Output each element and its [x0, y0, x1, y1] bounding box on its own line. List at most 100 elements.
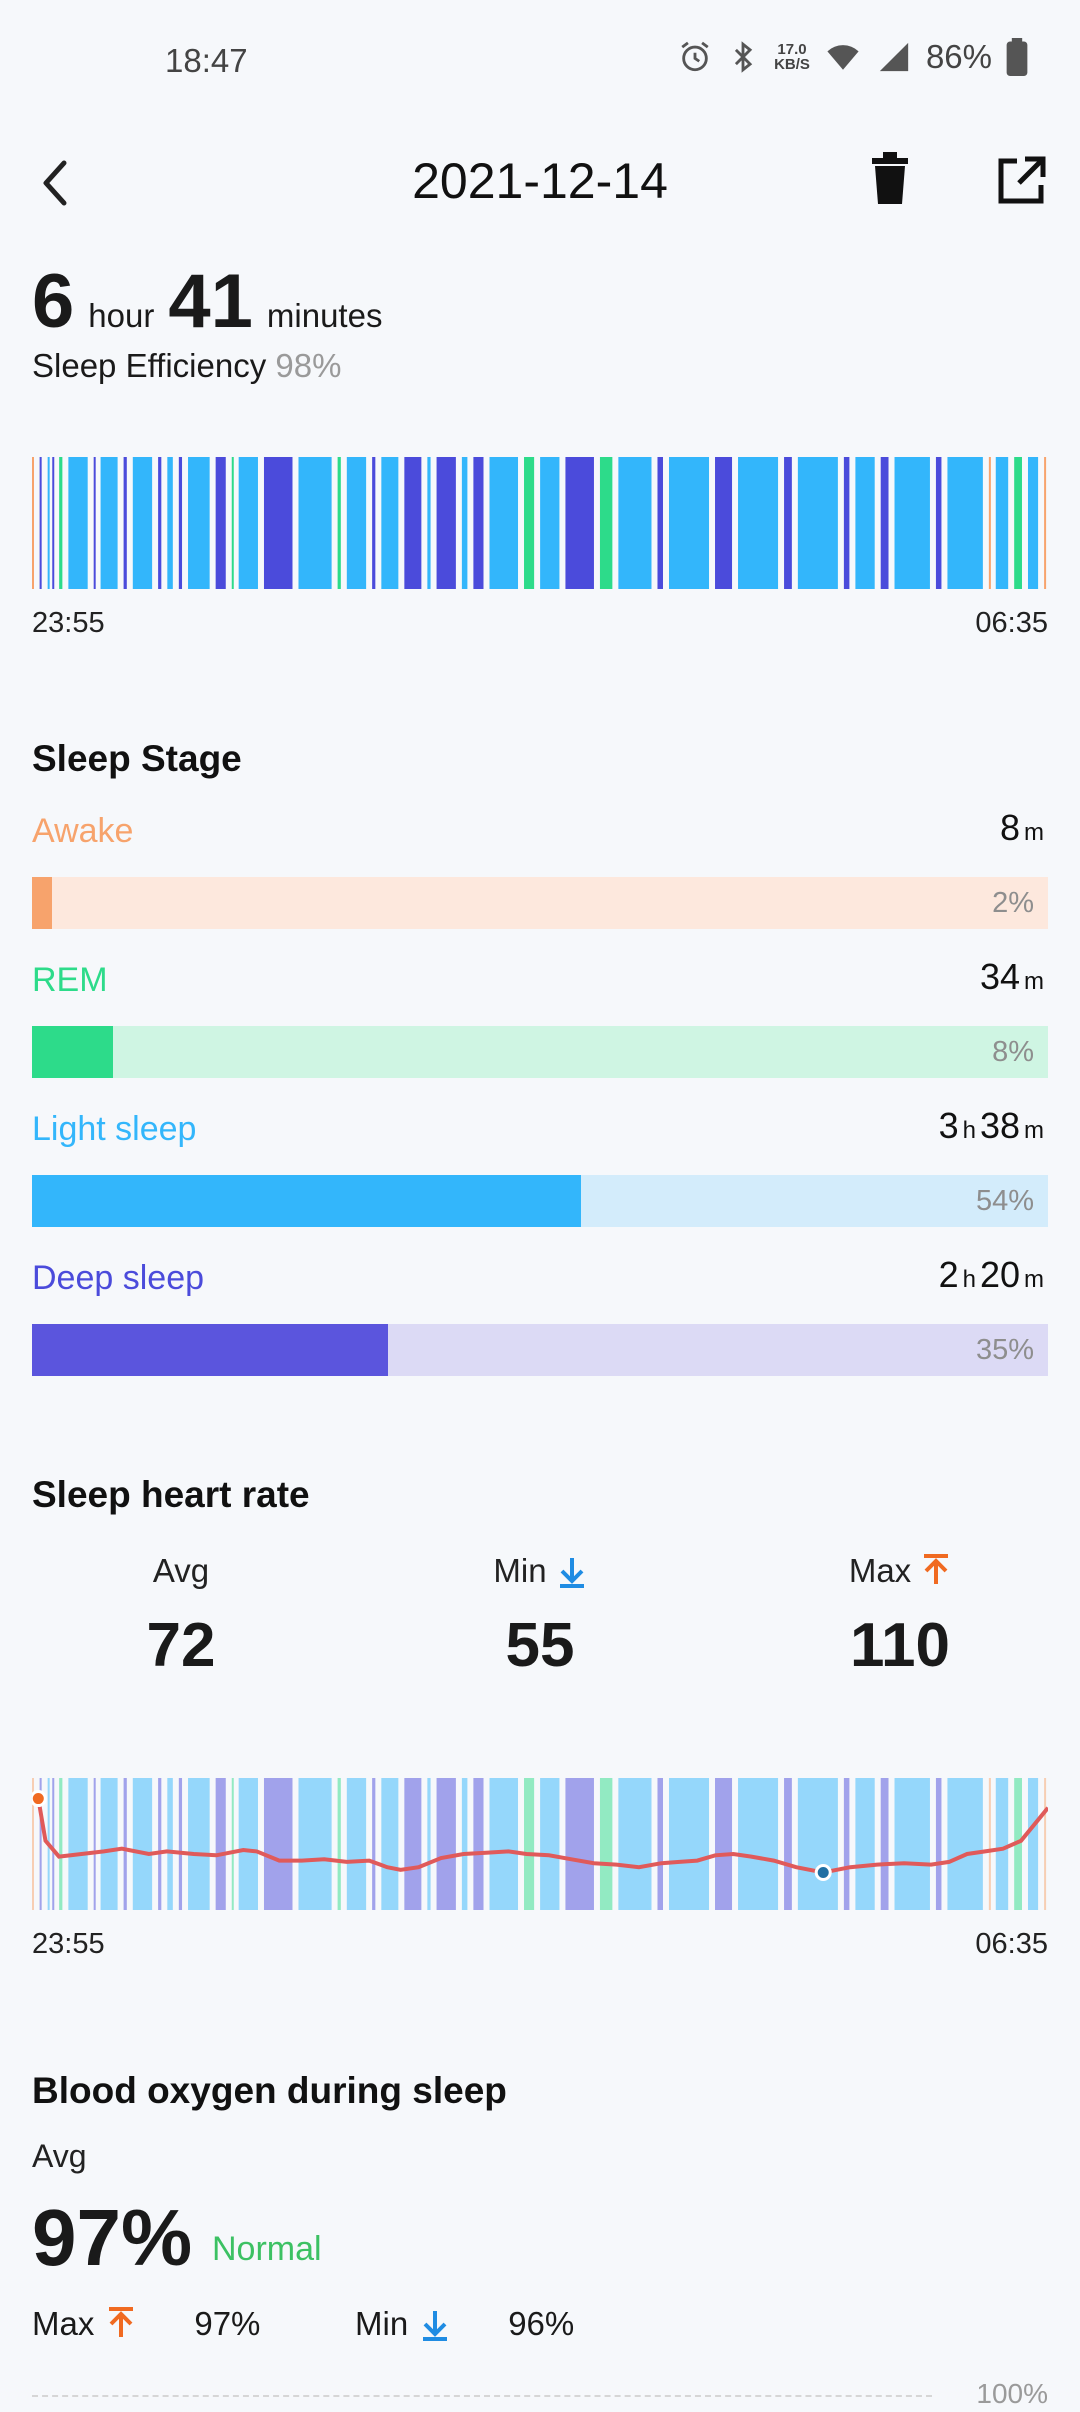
segment-light — [995, 1778, 1009, 1910]
heart-rate-chart — [32, 1778, 1048, 1910]
alarm-icon — [681, 41, 709, 72]
segment-rem — [524, 457, 535, 589]
segment-awake — [1044, 457, 1047, 589]
back-button[interactable] — [30, 150, 80, 216]
segment-light — [855, 1778, 875, 1910]
hr-max: Max 110 — [775, 1552, 1025, 1681]
segment-light — [855, 457, 875, 589]
hr-min-label-row: Min — [415, 1552, 665, 1590]
sleep-efficiency: Sleep Efficiency 98% — [32, 347, 341, 385]
segment-light — [427, 1778, 431, 1910]
segment-deep — [843, 1778, 850, 1910]
segment-light — [668, 457, 710, 589]
hr-avg-label-row: Avg — [56, 1552, 306, 1590]
stage-duration: 3 h 38 m — [939, 1105, 1048, 1147]
share-button[interactable] — [995, 155, 1050, 210]
cell-signal-icon — [879, 42, 909, 72]
segment-deep — [404, 1778, 422, 1910]
segment-light — [68, 1778, 88, 1910]
stage-name: Awake — [32, 812, 134, 850]
segment-light — [489, 1778, 519, 1910]
stage-row-light: Light sleep 3 h 38 m 54% — [32, 1105, 1048, 1227]
segment-deep — [39, 457, 42, 589]
segment-deep — [93, 1778, 96, 1910]
hr-min: Min 55 — [415, 1552, 665, 1681]
timeline-end: 06:35 — [975, 607, 1048, 639]
segment-rem — [1014, 457, 1022, 589]
stage-row-rem: REM 34 m 8% — [32, 956, 1048, 1078]
stage-duration: 2 h 20 m — [939, 1254, 1048, 1296]
page-title: 2021-12-14 — [412, 153, 668, 209]
efficiency-label: Sleep Efficiency — [32, 347, 267, 384]
segment-light — [381, 457, 399, 589]
segment-deep — [263, 1778, 293, 1910]
segment-light — [995, 457, 1009, 589]
segment-light — [167, 457, 173, 589]
hr-max-label-row: Max — [775, 1552, 1025, 1590]
segment-light — [132, 1778, 153, 1910]
segment-deep — [158, 457, 162, 589]
hr-min-value: 55 — [505, 1611, 575, 1680]
segment-light — [238, 457, 258, 589]
oxygen-min: Min 96% — [355, 2305, 574, 2343]
segment-light — [894, 457, 930, 589]
segment-deep — [880, 1778, 889, 1910]
segment-deep — [52, 457, 55, 589]
segment-light — [461, 1778, 468, 1910]
duration-hour-unit: hour — [88, 297, 155, 334]
segment-awake — [988, 457, 991, 589]
hr-chart-end: 06:35 — [975, 1928, 1048, 1960]
stage-name: Light sleep — [32, 1110, 197, 1148]
segment-light — [1027, 1778, 1039, 1910]
oxygen-max-label: Max — [32, 2305, 95, 2342]
status-icons: 17.0 KB/S 86% — [678, 38, 1028, 76]
stage-minutes: 20 — [979, 1254, 1020, 1295]
segment-deep — [715, 457, 733, 589]
segment-deep — [715, 1778, 733, 1910]
duration-minutes: 41 — [168, 259, 253, 344]
segment-deep — [473, 457, 484, 589]
segment-light — [461, 457, 468, 589]
efficiency-value: 98% — [275, 347, 342, 384]
segment-light — [188, 1778, 210, 1910]
stage-fill — [32, 877, 53, 929]
segment-light — [540, 1778, 560, 1910]
segment-light — [298, 457, 332, 589]
duration-hours: 6 — [32, 259, 75, 344]
status-time: 18:47 — [165, 42, 248, 79]
segment-deep — [158, 1778, 162, 1910]
stage-track: 35% — [32, 1324, 1048, 1376]
segment-deep — [123, 457, 127, 589]
external-link-icon — [998, 156, 1046, 204]
stage-hours: 2 — [938, 1254, 959, 1295]
segment-light — [100, 1778, 118, 1910]
segment-light — [68, 457, 88, 589]
segment-deep — [215, 1778, 226, 1910]
segment-light — [346, 457, 367, 589]
heart-rate-title: Sleep heart rate — [32, 1474, 310, 1515]
oxygen-min-label: Min — [355, 2305, 409, 2342]
stage-minutes-unit: m — [1024, 1117, 1044, 1144]
segment-light — [738, 1778, 779, 1910]
segment-deep — [657, 457, 663, 589]
stage-percent: 35% — [975, 1334, 1034, 1366]
segment-rem — [599, 1778, 613, 1910]
hr-min-marker — [814, 1863, 832, 1881]
stage-percent: 8% — [992, 1036, 1034, 1068]
segment-light — [894, 1778, 930, 1910]
oxygen-axis-top: 100% — [976, 2378, 1048, 2409]
net-speed-unit: KB/S — [774, 56, 810, 73]
stage-fill — [32, 1324, 388, 1376]
segment-rem — [524, 1778, 535, 1910]
stage-hours-unit: h — [962, 1266, 976, 1293]
segment-deep — [935, 457, 942, 589]
stage-hours: 3 — [938, 1105, 959, 1146]
stage-minutes: 8 — [999, 807, 1020, 848]
oxygen-max: Max 97% — [32, 2305, 260, 2343]
delete-button[interactable] — [870, 152, 925, 214]
segment-awake — [32, 1778, 34, 1910]
segment-deep — [436, 1778, 456, 1910]
arrow-up-icon — [109, 2307, 134, 2337]
segment-light — [947, 457, 983, 589]
